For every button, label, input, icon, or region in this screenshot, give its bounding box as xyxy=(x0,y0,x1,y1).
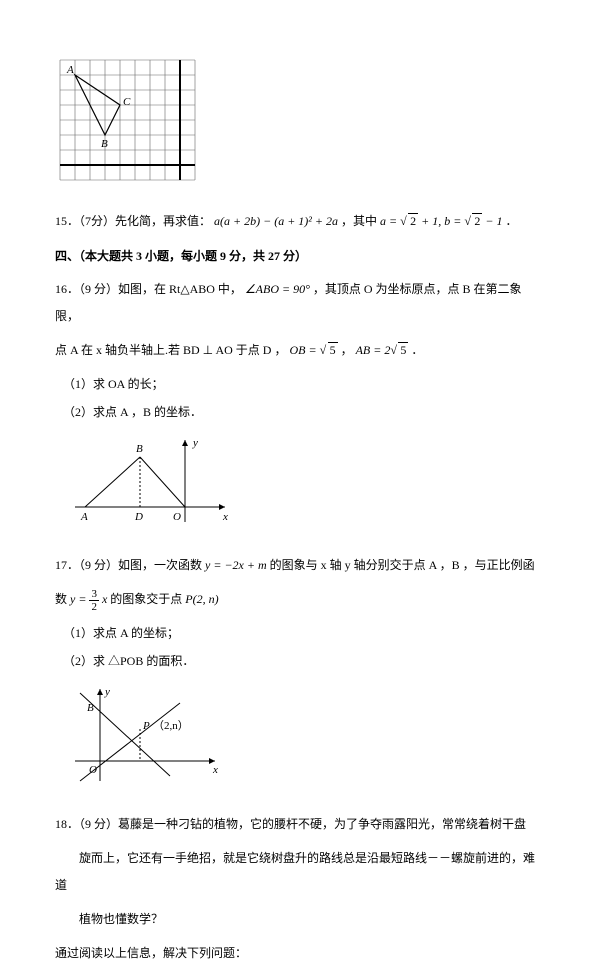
p16-ab-label: AB = 2 xyxy=(356,343,391,357)
p17-line2a: 数 xyxy=(55,592,70,606)
graph16-svg: y x A D O B xyxy=(65,432,235,532)
p16-line1a: 16．（9 分）如图，在 Rt△ABO 中， xyxy=(55,282,242,296)
p15-b-sqrt: 2 xyxy=(464,208,482,234)
problem-18-line2: 旋而上，它还有一手绝招，就是它绕树盘升的路线总是沿最短路线－－螺旋前进的，难道 xyxy=(55,845,540,898)
graph-16: y x A D O B xyxy=(65,432,540,540)
problem-18-line4: 通过阅读以上信息，解决下列问题： xyxy=(55,940,540,966)
svg-text:y: y xyxy=(104,686,110,698)
svg-text:A: A xyxy=(66,64,74,76)
p15-end: ． xyxy=(505,214,517,228)
p16-ob-sqrt: 5 xyxy=(320,337,338,363)
p16-end: ． xyxy=(411,343,423,357)
svg-text:P: P xyxy=(142,720,150,732)
p15-a-label: a = xyxy=(380,214,400,228)
p15-middle: ，其中 xyxy=(341,214,380,228)
p16-ob-label: OB = xyxy=(289,343,319,357)
svg-text:D: D xyxy=(134,511,143,523)
p16-sub1: （1）求 OA 的长； xyxy=(63,372,540,396)
p15-b-post: − 1 xyxy=(482,214,502,228)
problem-18-line1: 18．（9 分）葛藤是一种刁钻的植物，它的腰杆不硬，为了争夺雨露阳光，常常绕着树… xyxy=(55,811,540,837)
svg-text:B: B xyxy=(101,138,108,150)
problem-18-line3: 植物也懂数学？ xyxy=(55,906,540,932)
graph17-svg: y x O B P （2,n） xyxy=(65,681,225,791)
p17-fn1: y = −2x + m xyxy=(205,558,267,572)
p15-prefix: 15．（7分）先化简，再求值： xyxy=(55,214,211,228)
p16-angle: ∠ABO = 90° xyxy=(245,282,310,296)
p17-fn2-pre: y = xyxy=(70,592,89,606)
svg-text:B: B xyxy=(87,702,94,714)
grid-triangle-figure: A B C xyxy=(55,55,540,193)
svg-text:x: x xyxy=(222,511,228,523)
svg-text:O: O xyxy=(89,764,97,776)
p16-sub2: （2）求点 A ，B 的坐标． xyxy=(63,400,540,424)
svg-text:B: B xyxy=(136,443,143,455)
svg-text:C: C xyxy=(123,96,131,108)
p15-b-label: b = xyxy=(444,214,464,228)
grid-svg: A B C xyxy=(55,55,200,185)
svg-text:O: O xyxy=(173,511,181,523)
p17-sub1: （1）求点 A 的坐标； xyxy=(63,621,540,645)
svg-text:（2,n）: （2,n） xyxy=(153,719,189,732)
p17-point: P(2, n) xyxy=(185,592,218,606)
problem-17: 17．（9 分）如图，一次函数 y = −2x + m 的图象与 x 轴 y 轴… xyxy=(55,552,540,578)
p17-line1b: 的图象与 x 轴 y 轴分别交于点 A ，B ，与正比例函 xyxy=(270,558,535,572)
p17-frac: 32 xyxy=(89,588,99,613)
section-4-header: 四、（本大题共 3 小题，每小题 9 分，共 27 分） xyxy=(55,244,540,268)
problem-16-line2: 点 A 在 x 轴负半轴上.若 BD ⊥ AO 于点 D ， OB = 5 ， … xyxy=(55,337,540,363)
svg-text:A: A xyxy=(80,511,88,523)
p15-a-sqrt: 2 xyxy=(400,208,418,234)
p15-expression: a(a + 2b) − (a + 1)² + 2a xyxy=(214,214,338,228)
p17-fn2-post: x xyxy=(99,592,107,606)
problem-16: 16．（9 分）如图，在 Rt△ABO 中， ∠ABO = 90° ，其顶点 O… xyxy=(55,276,540,329)
svg-text:x: x xyxy=(212,764,218,776)
p16-line2a: 点 A 在 x 轴负半轴上.若 BD ⊥ AO 于点 D ， xyxy=(55,343,286,357)
p16-ab-sqrt: 5 xyxy=(390,337,408,363)
p17-line1a: 17．（9 分）如图，一次函数 xyxy=(55,558,205,572)
p17-line2b: 的图象交于点 xyxy=(110,592,185,606)
problem-15: 15．（7分）先化简，再求值： a(a + 2b) − (a + 1)² + 2… xyxy=(55,208,540,234)
svg-text:y: y xyxy=(192,437,198,449)
graph-17: y x O B P （2,n） xyxy=(65,681,540,799)
p17-sub2: （2）求 △POB 的面积． xyxy=(63,649,540,673)
p15-a-post: + 1, xyxy=(418,214,444,228)
problem-17-line2: 数 y = 32 x 的图象交于点 P(2, n) xyxy=(55,586,540,613)
p16-mid: ， xyxy=(341,343,353,357)
